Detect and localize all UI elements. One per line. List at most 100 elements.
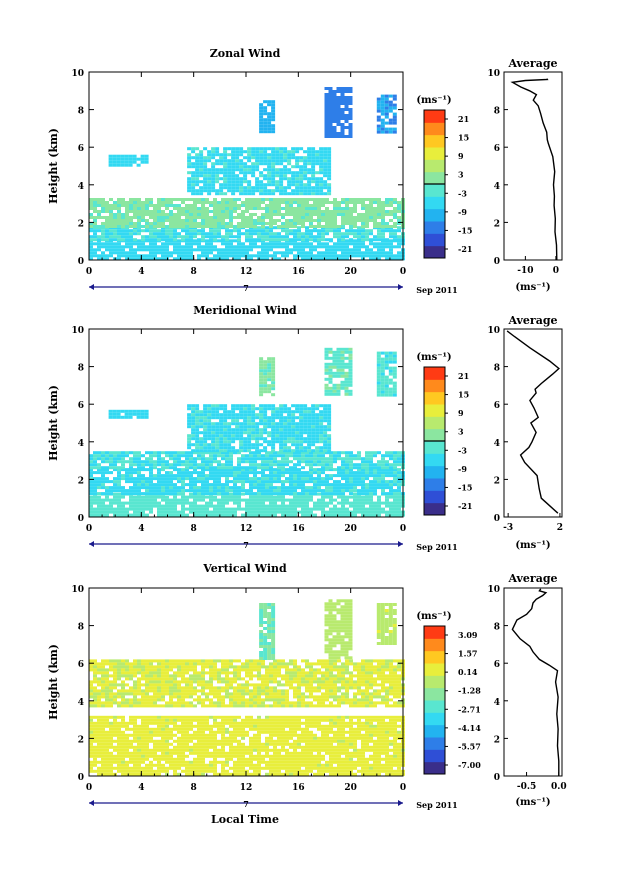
heatmap-cell [109,235,113,239]
heatmap-cell [344,99,349,102]
heatmap-cell [289,222,293,225]
heatmap-cell [231,431,236,435]
heatmap-cell [345,213,349,216]
heatmap-cell [317,721,321,725]
heatmap-cell [157,504,161,508]
average-y-tick-label: 10 [487,69,500,79]
heatmap-cell [173,498,177,502]
heatmap-cell [140,412,145,416]
heatmap-cell [344,350,349,354]
heatmap-cell [141,724,145,728]
heatmap-cell [357,489,361,493]
heatmap-cell [129,232,133,236]
heatmap-cell [281,495,285,499]
heatmap-cell [219,189,224,193]
heatmap-cell [269,495,273,499]
heatmap-cell [392,130,397,134]
heatmap-cell [377,507,381,511]
heatmap-cell [373,474,377,478]
heatmap-cell [333,201,337,204]
heatmap-cell [329,495,333,499]
heatmap-cell [293,198,297,201]
heatmap-cell [325,466,329,470]
heatmap-cell [327,425,332,429]
heatmap-cell [235,425,240,429]
heatmap-cell [93,463,97,467]
heatmap-cell [349,480,353,484]
heatmap-cell [319,162,324,166]
heatmap-cell [205,510,209,514]
heatmap-cell [299,440,304,444]
heatmap-cell [221,213,225,216]
heatmap-cell [245,715,249,719]
heatmap-cell [97,242,101,246]
heatmap-cell [108,154,113,158]
heatmap-cell [165,235,169,239]
heatmap-cell [325,198,329,201]
heatmap-cell [369,207,373,210]
heatmap-cell [329,454,333,458]
colorbar-swatch [424,184,445,197]
heatmap-cell [199,180,204,184]
heatmap-cell [187,416,192,420]
heatmap-cell [117,501,121,505]
heatmap-cell [140,157,145,161]
heatmap-cell [373,501,377,505]
heatmap-cell [376,100,381,104]
heatmap-cell [161,483,165,487]
heatmap-cell [245,477,249,481]
heatmap-cell [211,180,216,184]
heatmap-cell [259,159,264,163]
heatmap-cell [241,507,245,511]
heatmap-cell [173,235,177,239]
heatmap-cell [349,216,353,219]
colorbar-swatch [424,233,445,247]
heatmap-cell [365,510,369,514]
heatmap-cell [181,245,185,249]
heatmap-cell [273,457,277,461]
heatmap-cell [313,235,317,239]
heatmap-cell [315,162,320,166]
heatmap-cell [392,127,397,131]
heatmap-cell [173,489,177,493]
heatmap-cell [245,466,249,470]
heatmap-cell [337,495,341,499]
heatmap-cell [161,466,165,470]
heatmap-cell [201,507,205,511]
heatmap-cell [265,507,269,511]
heatmap-cell [257,251,261,255]
heatmap-cell [336,362,341,366]
heatmap-cell [381,721,385,725]
heatmap-cell [153,219,157,222]
heatmap-cell [393,504,397,508]
heatmap-cell [281,489,285,493]
heatmap-cell [255,422,260,426]
heatmap-cell [177,204,181,207]
heatmap-cell [283,437,288,441]
heatmap-cell [305,219,309,222]
heatmap-cell [333,254,337,258]
heatmap-cell [393,471,397,475]
heatmap-cell [213,213,217,216]
heatmap-cell [181,495,185,499]
heatmap-cell [205,468,209,472]
heatmap-cell [116,154,121,158]
heatmap-cell [105,248,109,252]
heatmap-cell [217,483,221,487]
heatmap-cell [337,232,341,236]
heatmap-cell [201,210,205,213]
heatmap-cell [129,254,133,258]
heatmap-cell [117,238,121,242]
average-frame [503,71,563,261]
heatmap-cell [293,471,297,475]
heatmap-cell [229,204,233,207]
heatmap-cell [381,222,385,225]
heatmap-cell [101,474,105,478]
heatmap-cell [376,363,381,367]
heatmap-cell [225,216,229,219]
heatmap-cell [113,232,117,236]
heatmap-cell [341,201,345,204]
heatmap-cell [311,416,316,420]
heatmap-cell [205,251,209,255]
heatmap-cell [384,127,389,131]
